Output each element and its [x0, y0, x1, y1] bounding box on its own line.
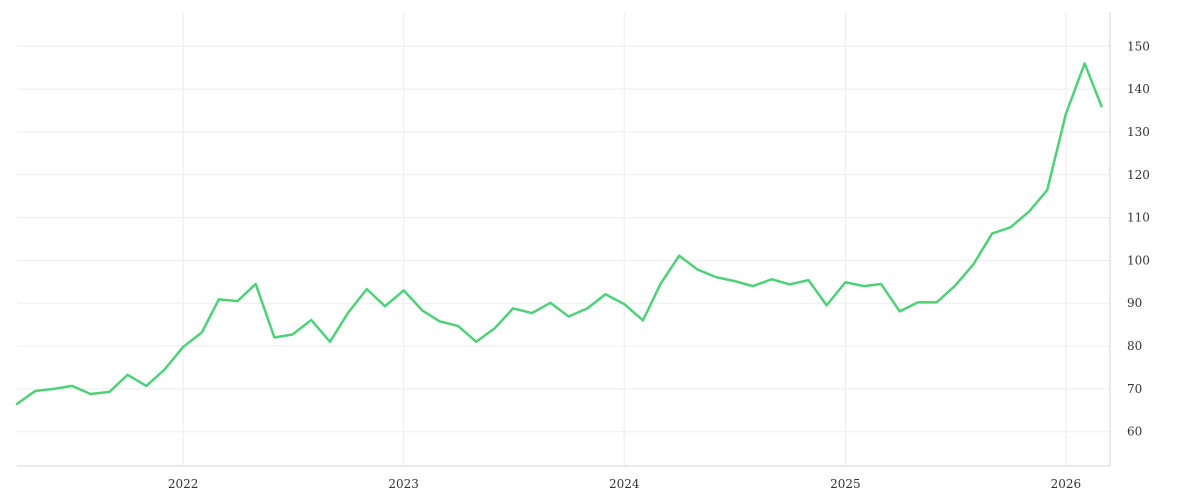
y-tick-label: 120 — [1127, 168, 1150, 182]
y-tick-label: 110 — [1127, 211, 1150, 225]
series-line — [15, 62, 1103, 406]
y-tick-label: 70 — [1127, 382, 1142, 396]
x-tick-label: 2022 — [168, 477, 199, 491]
y-tick-label: 150 — [1127, 39, 1150, 53]
x-tick-label: 2025 — [830, 477, 861, 491]
y-tick-label: 80 — [1127, 339, 1142, 353]
x-gridlines — [182, 12, 1067, 466]
y-tick-label: 90 — [1127, 296, 1142, 310]
y-tick-label: 140 — [1127, 82, 1150, 96]
x-tick-label: 2023 — [388, 477, 419, 491]
y-tick-labels: 60 70 80 90 100 110 120 130 140 150 — [1127, 39, 1150, 438]
x-tick-label: 2024 — [609, 477, 640, 491]
y-tick-label: 130 — [1127, 125, 1150, 139]
x-tick-labels: 2022 2023 2024 2025 2026 — [168, 477, 1081, 491]
y-gridlines — [17, 45, 1110, 433]
x-tick-label: 2026 — [1051, 477, 1082, 491]
y-tick-label: 60 — [1127, 425, 1142, 439]
y-tick-label: 100 — [1127, 253, 1150, 267]
series-layer — [15, 62, 1103, 406]
